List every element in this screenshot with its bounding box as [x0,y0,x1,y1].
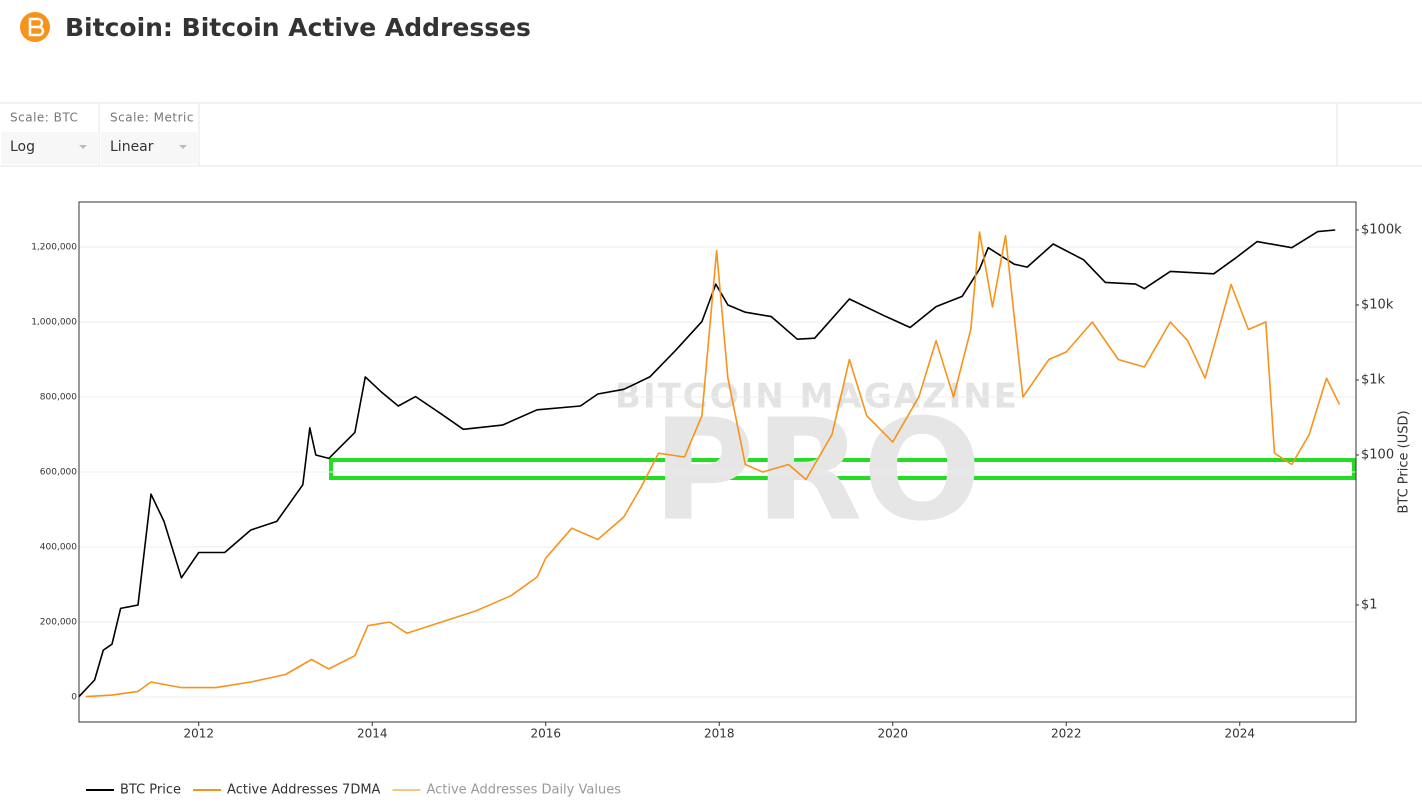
y2-tick-label: $1k [1361,372,1386,387]
x-tick-label: 2012 [183,727,214,741]
y2-tick-label: $1 [1361,597,1378,612]
dropdown-value: Log [10,139,35,155]
y-tick-label: 200,000 [40,617,77,627]
control-label: Scale: Metric [110,111,194,125]
y2-tick-label: $10k [1361,297,1394,312]
y-tick-label: 800,000 [40,392,77,402]
x-tick-label: 2014 [357,727,388,741]
dropdown-caret [179,145,187,149]
legend-label[interactable]: Active Addresses Daily Values [426,783,621,798]
page-title: Bitcoin: Bitcoin Active Addresses [65,13,531,42]
legend-label[interactable]: Active Addresses 7DMA [227,783,381,798]
x-tick-label: 2020 [877,727,908,741]
y2-tick-label: $100k [1361,222,1402,237]
dropdown-caret [79,145,87,149]
x-tick-label: 2022 [1051,727,1082,741]
bitcoin-icon-glyph [28,17,45,37]
x-tick-label: 2024 [1224,727,1255,741]
y-tick-label: 0 [71,692,77,702]
watermark: PRO [652,390,981,553]
y-tick-label: 1,000,000 [31,317,77,327]
y-tick-label: 400,000 [40,542,77,552]
y-tick-label: 1,200,000 [31,242,77,252]
series-line [78,229,1336,698]
highlight-box [329,458,1356,480]
x-tick-label: 2016 [530,727,561,741]
y2-tick-label: $100 [1361,447,1394,462]
control-label: Scale: BTC [10,111,78,125]
legend-label[interactable]: BTC Price [120,783,181,798]
series-line [85,231,1341,698]
y2-axis-label: BTC Price (USD) [1397,410,1412,513]
dropdown-value: Linear [110,139,154,155]
x-tick-label: 2018 [704,727,735,741]
y-tick-label: 600,000 [40,467,77,477]
plot-frame [78,201,1357,723]
